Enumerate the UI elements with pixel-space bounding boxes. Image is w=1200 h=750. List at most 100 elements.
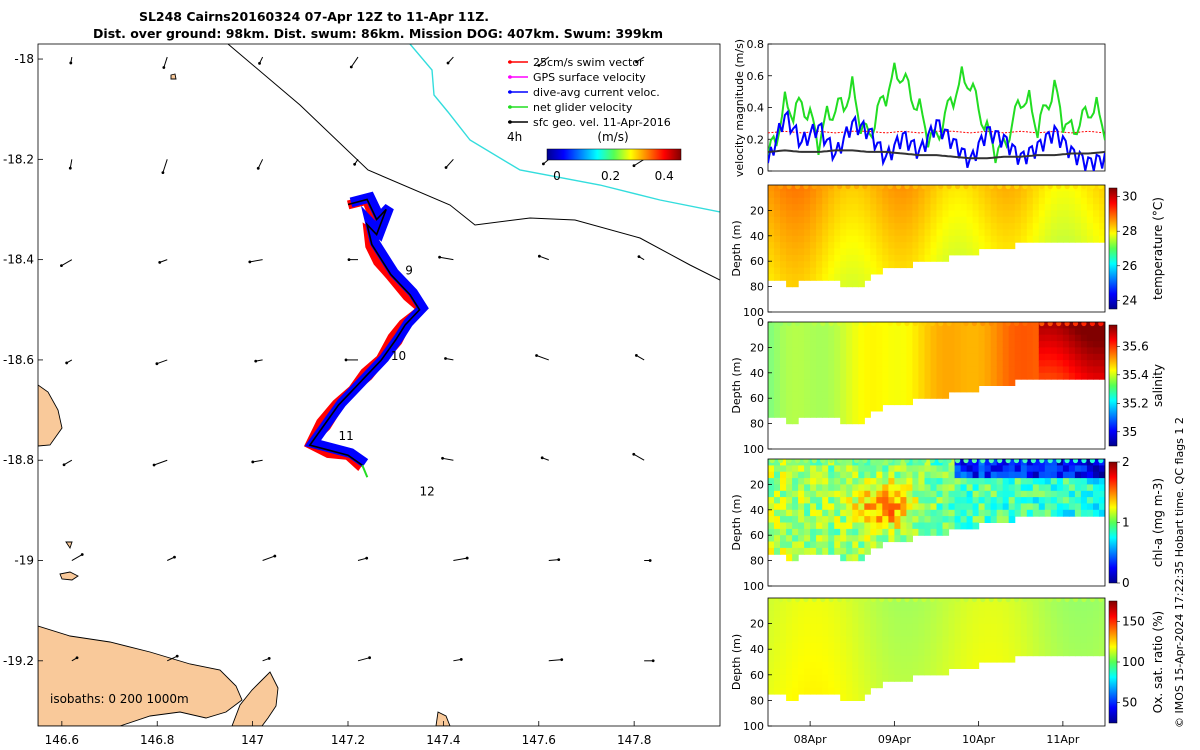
- profile-cell: [948, 497, 956, 504]
- profile-cell: [1008, 210, 1016, 218]
- profile-cell: [882, 347, 889, 355]
- profile-cell: [906, 642, 913, 650]
- profile-cell: [1008, 216, 1016, 224]
- velocity-arrow-head: [254, 359, 258, 363]
- profile-cell: [846, 280, 853, 288]
- profile-cell: [822, 334, 829, 342]
- profile-cell: [786, 248, 793, 256]
- velocity-arrow: [548, 559, 559, 562]
- profile-cell: [990, 366, 998, 374]
- profile-cell: [1044, 334, 1052, 342]
- profile-cell: [828, 649, 835, 657]
- profile-cell: [930, 391, 938, 399]
- profile-cell: [948, 235, 956, 243]
- profile-cell: [816, 410, 823, 418]
- profile-cell: [768, 541, 775, 549]
- profile-cell: [984, 655, 992, 663]
- profile-cell: [966, 490, 974, 498]
- profile-cell: [912, 353, 919, 361]
- profile-cell: [840, 649, 847, 657]
- profile-cell: [1038, 471, 1046, 479]
- profile-cell: [882, 210, 889, 218]
- profile-cell: [852, 604, 859, 612]
- profile-cell: [912, 655, 919, 663]
- profile-cell: [774, 385, 781, 393]
- profile-cell: [948, 360, 956, 367]
- profile-cell: [924, 341, 932, 348]
- depth-tick-label: 20: [750, 341, 764, 354]
- profile-cell: [948, 185, 956, 192]
- profile-cell: [804, 223, 811, 230]
- profile-cell: [846, 353, 853, 361]
- profile-cell: [966, 636, 974, 644]
- profile-cell: [1020, 484, 1028, 492]
- profile-cell: [1020, 617, 1028, 625]
- profile-cell: [1099, 360, 1105, 367]
- profile-cell: [1032, 341, 1040, 348]
- profile-cell: [972, 347, 980, 355]
- profile-cell: [1062, 610, 1070, 618]
- profile-cell: [882, 229, 889, 237]
- profile-cell: [858, 516, 865, 523]
- profile-cell: [834, 484, 841, 492]
- profile-cell: [840, 681, 847, 689]
- dive-sample-dot: [1005, 459, 1011, 464]
- profile-cell: [936, 509, 944, 517]
- profile-cell: [1062, 484, 1070, 492]
- profile-cell: [1002, 465, 1010, 473]
- profile-cell: [882, 662, 889, 669]
- profile-cell: [822, 598, 829, 605]
- profile-cell: [1020, 471, 1028, 479]
- profile-cell: [780, 347, 787, 355]
- profile-cell: [834, 248, 841, 256]
- profile-cell: [858, 379, 865, 386]
- dive-sample-dot: [955, 322, 961, 327]
- profile-cell: [1062, 191, 1070, 199]
- profile-cell: [810, 617, 817, 625]
- profile-cell: [816, 185, 823, 192]
- velocity-y-tick-label: 0.4: [747, 102, 765, 115]
- profile-cell: [876, 204, 883, 211]
- profile-cell: [1032, 347, 1040, 355]
- profile-cell: [1074, 497, 1082, 504]
- profile-cell: [1086, 366, 1094, 374]
- profile-cell: [894, 465, 901, 473]
- profile-cell: [846, 642, 853, 650]
- profile-cell: [846, 535, 853, 543]
- profile-cell: [1026, 223, 1034, 230]
- profile-cell: [1050, 341, 1058, 348]
- profile-cell: [858, 353, 865, 361]
- profile-cell: [786, 273, 793, 281]
- profile-cell: [930, 516, 938, 523]
- profile-cell: [768, 372, 775, 380]
- profile-cell: [888, 235, 895, 243]
- profile-cell: [780, 391, 787, 399]
- profile-cells: [768, 322, 1105, 425]
- profile-cell: [876, 598, 883, 605]
- profile-cell: [960, 478, 968, 485]
- profile-cell: [828, 334, 835, 342]
- profile-cell: [936, 465, 944, 473]
- profile-cell: [900, 261, 907, 269]
- profile-cell: [912, 248, 919, 256]
- profile-cell: [918, 372, 925, 380]
- profile-cell: [1074, 360, 1082, 367]
- profile-cell: [906, 185, 913, 192]
- profile-cell: [966, 353, 974, 361]
- profile-cell: [810, 379, 817, 386]
- profile-cell: [912, 360, 919, 367]
- profile-cell: [858, 417, 865, 425]
- day-label: 12: [420, 484, 435, 498]
- profile-cell: [1008, 197, 1016, 205]
- profile-cell: [936, 334, 944, 342]
- profile-cell: [888, 662, 895, 669]
- profile-cell: [900, 185, 907, 192]
- profile-cell: [858, 484, 865, 492]
- profile-cell: [840, 598, 847, 605]
- profile-cell: [768, 216, 775, 224]
- profile-cell: [822, 478, 829, 485]
- profile-cell: [780, 385, 787, 393]
- profile-cell: [882, 398, 889, 406]
- profile-cell: [888, 391, 895, 399]
- profile-cell: [786, 398, 793, 406]
